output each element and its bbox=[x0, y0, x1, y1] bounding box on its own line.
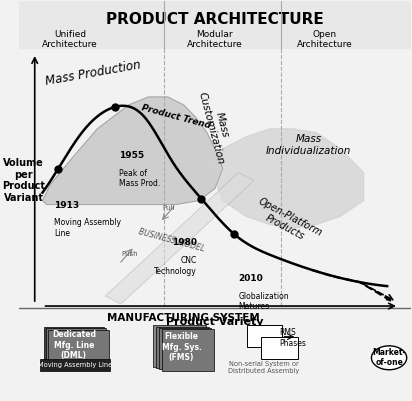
Text: Mass Production: Mass Production bbox=[44, 58, 142, 88]
Text: Dedicated
Mfg. Line
(DML): Dedicated Mfg. Line (DML) bbox=[52, 330, 96, 360]
Text: Modular
Architecture: Modular Architecture bbox=[187, 30, 243, 49]
Text: BUSINESS MODEL: BUSINESS MODEL bbox=[138, 227, 206, 253]
Text: Unified
Architecture: Unified Architecture bbox=[42, 30, 98, 49]
Text: Flexible
Mfg. Sys.
(FMS): Flexible Mfg. Sys. (FMS) bbox=[162, 332, 201, 362]
Text: CNC
Technology: CNC Technology bbox=[154, 256, 197, 275]
Text: Volume
per
Product
Variant: Volume per Product Variant bbox=[2, 158, 45, 203]
FancyBboxPatch shape bbox=[162, 329, 214, 371]
Text: Peak of
Mass Prod.: Peak of Mass Prod. bbox=[119, 169, 160, 188]
Text: 1913: 1913 bbox=[54, 200, 80, 209]
Text: Open
Architecture: Open Architecture bbox=[297, 30, 352, 49]
Text: RMS
Phases: RMS Phases bbox=[279, 328, 306, 348]
FancyBboxPatch shape bbox=[19, 1, 411, 49]
Text: 2010: 2010 bbox=[238, 274, 263, 283]
Text: Moving Assembly Line: Moving Assembly Line bbox=[38, 362, 112, 368]
Polygon shape bbox=[42, 97, 222, 205]
FancyBboxPatch shape bbox=[40, 359, 110, 371]
Text: Product Variety: Product Variety bbox=[166, 317, 264, 327]
Ellipse shape bbox=[372, 346, 407, 370]
Text: Globalization
Matures: Globalization Matures bbox=[238, 292, 289, 312]
Text: 1955: 1955 bbox=[119, 151, 144, 160]
Text: Open-Platform
Products: Open-Platform Products bbox=[251, 196, 324, 249]
Polygon shape bbox=[105, 172, 254, 304]
FancyBboxPatch shape bbox=[156, 326, 208, 368]
Text: MANUFACTURING SYSTEM: MANUFACTURING SYSTEM bbox=[107, 313, 260, 323]
Text: Market-
of-one: Market- of-one bbox=[372, 348, 406, 367]
Text: Product Trend: Product Trend bbox=[140, 104, 212, 131]
FancyBboxPatch shape bbox=[49, 330, 109, 365]
FancyBboxPatch shape bbox=[153, 325, 206, 367]
Text: Mass
Customization: Mass Customization bbox=[197, 88, 237, 166]
Text: Push: Push bbox=[122, 251, 138, 257]
Text: Mass
Individualization: Mass Individualization bbox=[266, 134, 351, 156]
Text: 1980: 1980 bbox=[172, 238, 197, 247]
Text: PRODUCT ARCHITECTURE: PRODUCT ARCHITECTURE bbox=[106, 12, 324, 27]
Text: Moving Assembly
Line: Moving Assembly Line bbox=[54, 219, 121, 238]
FancyBboxPatch shape bbox=[44, 327, 104, 363]
FancyBboxPatch shape bbox=[46, 328, 106, 364]
Text: Non-serial System or
Distributed Assembly: Non-serial System or Distributed Assembl… bbox=[228, 360, 300, 374]
FancyBboxPatch shape bbox=[247, 325, 282, 346]
FancyBboxPatch shape bbox=[159, 328, 211, 369]
Text: Pull: Pull bbox=[162, 205, 174, 211]
Polygon shape bbox=[207, 129, 364, 229]
FancyBboxPatch shape bbox=[261, 337, 298, 358]
